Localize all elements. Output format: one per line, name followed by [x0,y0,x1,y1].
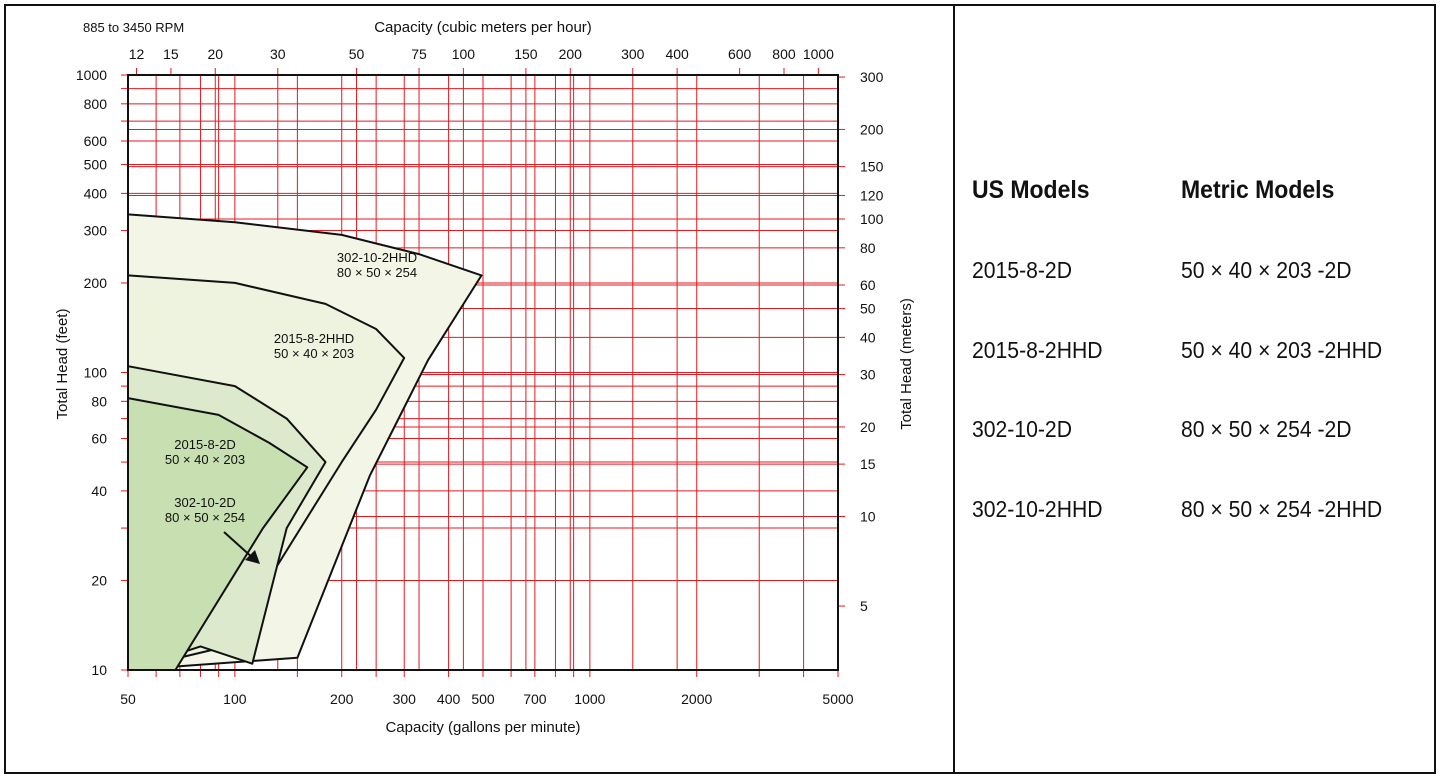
y2-tick-label: 50 [860,301,876,317]
y-tick-label: 80 [91,393,107,409]
annotations [223,531,260,564]
metric-model-cell: 80 × 50 × 254 -2HHD [1181,496,1383,522]
x2-tick-label: 100 [452,46,476,62]
y2-tick-label: 10 [860,508,876,524]
y-tick-label: 100 [84,365,108,381]
x2-tick-label: 75 [411,46,427,62]
x2-tick-label: 12 [129,46,145,62]
annotation-arrow-line [223,531,255,560]
y2-tick-label: 15 [860,456,876,472]
y-tick-label: 10 [91,662,107,678]
region-label-model: 302-10-2D [174,495,235,510]
y-tick-label: 40 [91,483,107,499]
region-label-model: 302-10-2HHD [337,250,417,265]
x2-tick-label: 200 [559,46,583,62]
us-model-cell: 302-10-2HHD [972,496,1103,522]
metric-model-cell: 50 × 40 × 203 -2HHD [1181,337,1383,363]
y2-tick-label: 100 [860,211,884,227]
x2-tick-label: 30 [270,46,286,62]
region-label-model: 2015-8-2HHD [274,331,354,346]
x2-tick-label: 400 [665,46,689,62]
y2-tick-label: 200 [860,121,884,137]
axis-tick-labels: 50 100 200 300 400 500 700 1000 2000 5000 10 20 40 60… [76,46,884,707]
chart-title: 885 to 3450 RPM [83,20,184,35]
x-tick-label: 5000 [822,691,853,707]
metric-model-cell: 80 × 50 × 254 -2D [1181,416,1352,442]
y2-tick-label: 60 [860,277,876,293]
x2-tick-label: 150 [514,46,538,62]
region-label-size: 80 × 50 × 254 [165,510,245,525]
region-label-model: 2015-8-2D [174,437,235,452]
y-tick-label: 200 [84,275,108,291]
x2-tick-label: 50 [349,46,365,62]
x2-tick-label: 800 [772,46,796,62]
us-model-cell: 302-10-2D [972,416,1072,442]
x2-tick-label: 15 [163,46,179,62]
y-tick-label: 400 [84,185,108,201]
x-axis-title: Capacity (gallons per minute) [385,719,580,736]
plot-area-border [127,74,839,671]
axis-ticks [121,68,845,677]
model-regions [127,213,483,671]
us-model-cell: 2015-8-2D [972,257,1072,283]
x-tick-label: 700 [523,691,547,707]
x-tick-label: 200 [330,691,354,707]
us-models-header: US Models [972,176,1090,204]
x2-tick-label: 20 [207,46,223,62]
panel-divider [953,4,955,774]
y2-tick-label: 5 [860,598,868,614]
y-tick-label: 300 [84,223,108,239]
y-tick-label: 500 [84,157,108,173]
y2-tick-label: 30 [860,367,876,383]
metric-model-cell: 50 × 40 × 203 -2D [1181,257,1352,283]
annotation-arrow-head [245,550,260,564]
region-label-size: 50 × 40 × 203 [165,452,245,467]
model-table: US Models Metric Models 2015-8-2D 50 × 4… [972,0,1432,770]
y2-tick-label: 80 [860,240,876,256]
y-axis-title: Total Head (feet) [54,309,71,420]
x-tick-label: 100 [223,691,247,707]
x-tick-label: 50 [120,691,136,707]
region-label-size: 50 × 40 × 203 [274,346,354,361]
y2-tick-label: 40 [860,329,876,345]
y2-tick-label: 20 [860,419,876,435]
y-tick-label: 20 [91,572,107,588]
region-area [127,397,309,671]
x-tick-label: 400 [437,691,461,707]
x2-tick-label: 300 [621,46,645,62]
y2-tick-label: 120 [860,187,884,203]
x-tick-label: 1000 [574,691,605,707]
y-tick-label: 1000 [76,67,107,83]
x2-axis-title: Capacity (cubic meters per hour) [374,19,592,36]
x2-tick-label: 600 [728,46,752,62]
y2-axis-title: Total Head (meters) [898,298,915,430]
y-tick-label: 60 [91,431,107,447]
x-tick-label: 300 [393,691,417,707]
y-tick-label: 600 [84,133,108,149]
x-tick-label: 500 [471,691,495,707]
x2-tick-label: 1000 [803,46,834,62]
x-tick-label: 2000 [681,691,712,707]
y2-tick-label: 150 [860,159,884,175]
y2-tick-label: 300 [860,69,884,85]
metric-models-header: Metric Models [1181,176,1335,204]
y-tick-label: 800 [84,96,108,112]
us-model-cell: 2015-8-2HHD [972,337,1103,363]
pump-performance-chart: 50 100 200 300 400 500 700 1000 2000 5000 10 20 40 60… [54,19,915,736]
region-label-size: 80 × 50 × 254 [337,265,417,280]
